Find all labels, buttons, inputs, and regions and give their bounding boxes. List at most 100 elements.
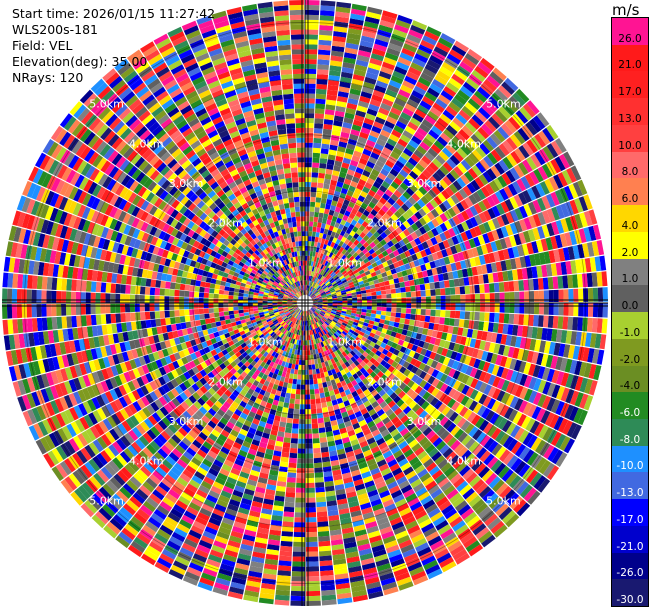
- velocity-gate: [402, 130, 414, 140]
- velocity-gate: [405, 286, 411, 292]
- velocity-gate: [356, 235, 363, 242]
- velocity-gate: [394, 24, 409, 34]
- velocity-gate: [465, 121, 477, 134]
- velocity-gate: [588, 303, 594, 317]
- velocity-gate: [343, 117, 354, 125]
- velocity-gate: [310, 394, 316, 400]
- velocity-gate: [359, 260, 366, 267]
- velocity-gate: [553, 303, 559, 316]
- velocity-gate: [384, 280, 390, 286]
- velocity-gate: [497, 85, 512, 99]
- velocity-gate: [394, 98, 406, 108]
- velocity-gate: [334, 110, 345, 118]
- velocity-gate: [292, 556, 305, 562]
- velocity-gate: [376, 310, 382, 315]
- velocity-gate: [346, 234, 353, 241]
- velocity-gate: [346, 217, 353, 224]
- velocity-gate: [343, 52, 357, 60]
- velocity-gate: [471, 114, 484, 127]
- velocity-gate: [320, 282, 325, 287]
- velocity-gate: [562, 316, 569, 330]
- velocity-gate: [305, 93, 316, 99]
- velocity-gate: [424, 192, 434, 202]
- velocity-gate: [418, 172, 429, 183]
- velocity-gate: [480, 303, 486, 312]
- velocity-gate: [384, 201, 393, 209]
- velocity-gate: [440, 288, 446, 296]
- velocity-gate: [305, 433, 313, 439]
- velocity-gate: [310, 246, 314, 252]
- velocity-gate: [360, 127, 371, 135]
- velocity-gate: [318, 247, 323, 254]
- velocity-gate: [318, 422, 325, 429]
- velocity-gate: [328, 246, 333, 252]
- velocity-gate: [475, 303, 481, 312]
- velocity-gate: [476, 188, 487, 200]
- velocity-gate: [312, 157, 320, 163]
- velocity-gate: [448, 139, 460, 151]
- velocity-gate: [460, 144, 472, 156]
- velocity-gate: [352, 300, 358, 303]
- velocity-gate: [325, 99, 337, 106]
- velocity-gate: [340, 219, 347, 226]
- velocity-gate: [312, 271, 315, 277]
- velocity-gate: [519, 303, 525, 314]
- velocity-gate: [314, 211, 319, 218]
- velocity-gate: [359, 95, 371, 104]
- velocity-gate: [374, 85, 387, 94]
- velocity-gate: [314, 477, 324, 483]
- velocity-gate: [543, 303, 549, 315]
- velocity-gate: [338, 141, 348, 148]
- velocity-gate: [386, 293, 392, 299]
- velocity-gate: [327, 84, 339, 91]
- velocity-gate: [438, 37, 453, 49]
- velocity-gate: [322, 259, 327, 266]
- velocity-gate: [350, 13, 365, 21]
- velocity-gate: [445, 303, 451, 310]
- velocity-gate: [474, 110, 488, 123]
- velocity-gate: [479, 284, 485, 294]
- velocity-gate: [438, 202, 448, 213]
- velocity-gate: [305, 127, 314, 133]
- velocity-gate: [321, 451, 330, 458]
- velocity-gate: [489, 180, 499, 193]
- velocity-gate: [420, 290, 426, 297]
- velocity-gate: [360, 153, 370, 161]
- velocity-gate: [362, 148, 372, 157]
- velocity-gate: [332, 125, 342, 132]
- velocity-gate: [361, 293, 367, 297]
- velocity-gate: [370, 152, 380, 160]
- velocity-gate: [324, 255, 329, 261]
- velocity-gate: [456, 202, 465, 213]
- velocity-gate: [446, 53, 461, 65]
- velocity-gate: [555, 138, 567, 153]
- velocity-gate: [384, 228, 392, 236]
- velocity-gate: [386, 47, 401, 57]
- velocity-gate: [351, 155, 361, 163]
- velocity-gate: [312, 288, 317, 293]
- velocity-gate: [508, 281, 515, 292]
- velocity-gate: [277, 570, 291, 577]
- velocity-gate: [285, 427, 292, 434]
- velocity-gate: [396, 307, 402, 313]
- velocity-gate: [310, 293, 315, 298]
- velocity-gate: [332, 260, 338, 267]
- velocity-gate: [397, 116, 410, 126]
- velocity-gate: [320, 202, 326, 209]
- velocity-gate: [420, 72, 434, 83]
- velocity-gate: [387, 225, 395, 233]
- velocity-gate: [308, 260, 312, 266]
- velocity-gate: [309, 255, 313, 262]
- velocity-gate: [365, 289, 372, 293]
- velocity-gate: [380, 15, 396, 24]
- velocity-gate: [332, 226, 338, 233]
- velocity-gate: [494, 292, 500, 303]
- velocity-gate: [313, 383, 319, 390]
- velocity-gate: [424, 30, 440, 42]
- velocity-gate: [348, 201, 356, 209]
- velocity-gate: [332, 237, 338, 244]
- velocity-gate: [353, 69, 366, 77]
- velocity-gate: [432, 158, 443, 169]
- velocity-gate: [459, 286, 466, 295]
- velocity-gate: [498, 143, 510, 156]
